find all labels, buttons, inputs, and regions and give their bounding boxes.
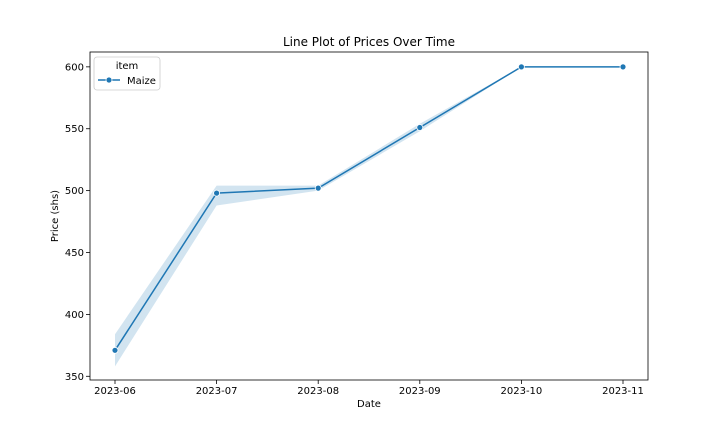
y-tick-label: 450: [65, 248, 84, 259]
x-tick-label: 2023-10: [501, 386, 543, 397]
x-tick-label: 2023-06: [94, 386, 136, 397]
legend-title: item: [116, 61, 139, 72]
legend-marker-swatch: [105, 76, 113, 84]
data-point: [314, 184, 322, 192]
x-tick-label: 2023-07: [196, 386, 238, 397]
y-tick-label: 550: [65, 124, 84, 135]
plot-area-frame: [89, 51, 649, 381]
x-tick-label: 2023-09: [399, 386, 441, 397]
y-axis-label: Price (shs): [50, 190, 61, 242]
series-marker-layer: [111, 63, 627, 354]
y-tick-label: 350: [65, 372, 84, 383]
data-point: [518, 63, 525, 71]
data-point: [619, 63, 627, 71]
x-axis-ticks: 2023-06 2023-07 2023-08 2023-09 2023-10 2023-…: [94, 380, 644, 397]
x-tick-label: 2023-11: [602, 386, 644, 397]
chart-title: Line Plot of Prices Over Time: [283, 35, 455, 49]
confidence-band-layer: [115, 66, 623, 367]
series-line-layer: [114, 66, 623, 351]
legend: item Maize: [93, 56, 161, 91]
data-point: [111, 346, 119, 354]
legend-item-label: Maize: [127, 76, 156, 87]
y-tick-label: 500: [65, 186, 84, 197]
data-point: [416, 124, 424, 131]
data-point: [213, 189, 221, 197]
x-tick-label: 2023-08: [297, 386, 339, 397]
confidence-band: [115, 66, 623, 367]
series-line: [114, 66, 623, 351]
y-axis-ticks: 350 400 450 500 550 600: [65, 62, 90, 383]
y-tick-label: 600: [65, 62, 84, 73]
x-axis-label: Date: [357, 399, 381, 410]
y-tick-label: 400: [65, 310, 84, 321]
